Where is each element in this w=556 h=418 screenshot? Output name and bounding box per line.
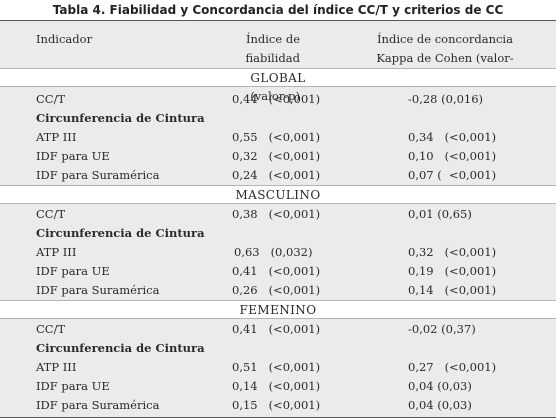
cell-indicador: IDF para Suramérica — [36, 398, 160, 412]
table-row: CC/T 0,41 (<0,001) -0,02 (0,37) — [0, 320, 556, 339]
table-row: IDF para UE 0,14 (<0,001) 0,04 (0,03) — [0, 377, 556, 396]
cell-concordancia: -0,02 (0,37) — [408, 322, 476, 336]
table-row: IDF para Suramérica 0,26 (<0,001) 0,14 (… — [0, 281, 556, 300]
cell-indicador: IDF para Suramérica — [36, 168, 160, 182]
cell-indicador: ATP III — [36, 245, 77, 259]
cell-concordancia: 0,27 (<0,001) — [408, 360, 497, 374]
table-row: CC/T 0,38 (<0,001) 0,01 (0,65) — [0, 205, 556, 224]
table-row-subheader: Circunferencia de Cintura — [0, 224, 556, 243]
table-title: Tabla 4. Fiabilidad y Concordancia del í… — [52, 3, 504, 17]
table-row-subheader: Circunferencia de Cintura — [0, 109, 556, 128]
cell-fiabilidad: 0,26 (<0,001) — [232, 283, 321, 297]
cell-concordancia: -0,28 (0,016) — [408, 92, 484, 106]
header-indicador: Indicador — [36, 32, 93, 46]
cell-fiabilidad: 0,15 (<0,001) — [232, 398, 321, 412]
cell-indicador: CC/T — [36, 92, 66, 106]
table-row: IDF para UE 0,32 (<0,001) 0,10 (<0,001) — [0, 147, 556, 166]
cell-indicador: CC/T — [36, 207, 66, 221]
section-label-global: GLOBAL — [0, 68, 556, 87]
table-row: CC/T 0,44 (<0,001) -0,28 (0,016) — [0, 90, 556, 109]
cell-indicador: IDF para UE — [36, 149, 110, 163]
cell-fiabilidad: 0,51 (<0,001) — [232, 360, 321, 374]
cell-concordancia: 0,07 ( <0,001) — [408, 168, 497, 182]
cell-indicador: IDF para UE — [36, 264, 110, 278]
cell-fiabilidad: 0,32 (<0,001) — [232, 149, 321, 163]
cell-fiabilidad: 0,44 (<0,001) — [232, 92, 321, 106]
cell-fiabilidad: 0,63 (0,032) — [234, 245, 313, 259]
table-row: ATP III 0,51 (<0,001) 0,27 (<0,001) — [0, 358, 556, 377]
cell-concordancia: 0,34 (<0,001) — [408, 130, 497, 144]
cell-fiabilidad: 0,24 (<0,001) — [232, 168, 321, 182]
cell-concordancia: 0,19 (<0,001) — [408, 264, 497, 278]
cell-fiabilidad: 0,41 (<0,001) — [232, 264, 321, 278]
cell-fiabilidad: 0,41 (<0,001) — [232, 322, 321, 336]
cell-fiabilidad: 0,38 (<0,001) — [232, 207, 321, 221]
cell-indicador: CC/T — [36, 322, 66, 336]
cell-concordancia: 0,04 (0,03) — [408, 398, 472, 412]
table-row: ATP III 0,63 (0,032) 0,32 (<0,001) — [0, 243, 556, 262]
table-row: IDF para Suramérica 0,15 (<0,001) 0,04 (… — [0, 396, 556, 415]
cell-concordancia: 0,04 (0,03) — [408, 379, 472, 393]
cell-concordancia: 0,10 (<0,001) — [408, 149, 497, 163]
cell-concordancia: 0,01 (0,65) — [408, 207, 472, 221]
table-row: IDF para Suramérica 0,24 (<0,001) 0,07 (… — [0, 166, 556, 185]
cell-concordancia: 0,14 (<0,001) — [408, 283, 497, 297]
table-header-row: Indicador Índice de fiabilidad α-Cronbac… — [0, 21, 556, 103]
table-row-subheader: Circunferencia de Cintura — [0, 339, 556, 358]
header-fiabilidad-line1: Índice de fiabilidad — [245, 32, 300, 65]
cell-fiabilidad: 0,55 (<0,001) — [232, 130, 321, 144]
cell-subheader: Circunferencia de Cintura — [36, 226, 205, 240]
cell-subheader: Circunferencia de Cintura — [36, 111, 205, 125]
cell-indicador: IDF para Suramérica — [36, 283, 160, 297]
table-row: IDF para UE 0,41 (<0,001) 0,19 (<0,001) — [0, 262, 556, 281]
table-bottom-rule — [0, 416, 556, 418]
section-label-masculino: MASCULINO — [0, 185, 556, 204]
cell-indicador: ATP III — [36, 130, 77, 144]
table-row: ATP III 0,55 (<0,001) 0,34 (<0,001) — [0, 128, 556, 147]
header-concordancia-line1: Índice de concordancia — [377, 32, 513, 46]
cell-indicador: IDF para UE — [36, 379, 110, 393]
section-label-femenino: FEMENINO — [0, 300, 556, 319]
cell-indicador: ATP III — [36, 360, 77, 374]
cell-concordancia: 0,32 (<0,001) — [408, 245, 497, 259]
cell-fiabilidad: 0,14 (<0,001) — [232, 379, 321, 393]
data-table: Indicador Índice de fiabilidad α-Cronbac… — [0, 20, 556, 418]
cell-subheader: Circunferencia de Cintura — [36, 341, 205, 355]
